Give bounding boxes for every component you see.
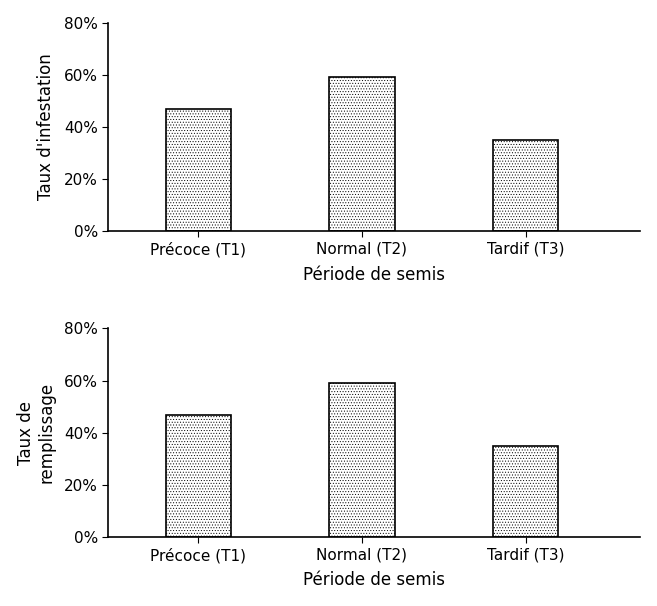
X-axis label: Période de semis: Période de semis [304,571,445,589]
Bar [493,446,558,537]
Bar [329,383,395,537]
Y-axis label: Taux d'infestation: Taux d'infestation [37,53,55,201]
Bar [166,415,231,537]
Y-axis label: Taux de
remplissage: Taux de remplissage [16,382,55,484]
Bar [166,108,231,231]
X-axis label: Période de semis: Période de semis [304,265,445,284]
Bar [329,78,395,231]
Bar [493,140,558,231]
